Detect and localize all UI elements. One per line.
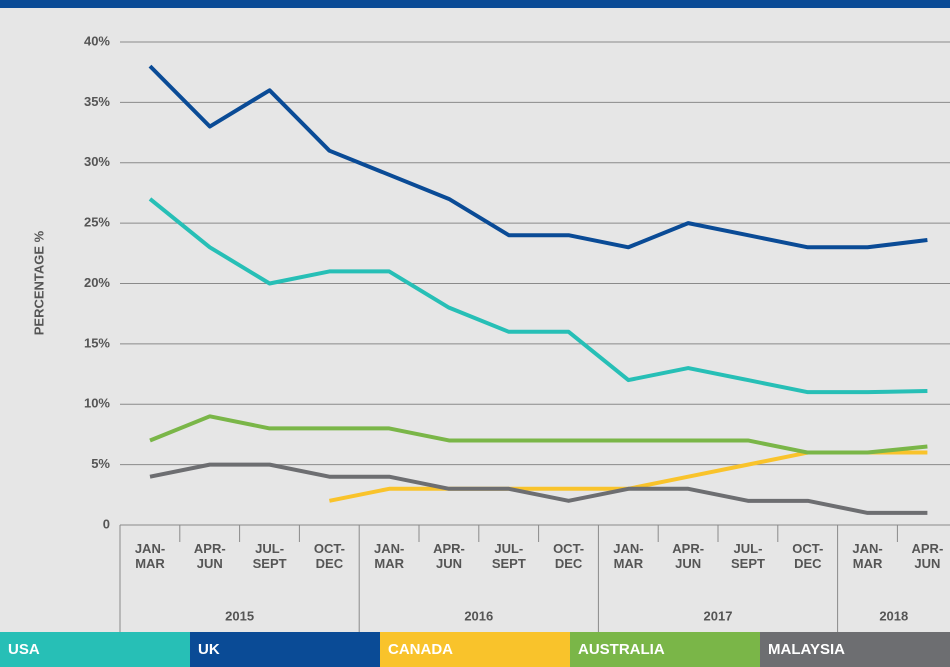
legend-item: MALAYSIA <box>760 632 950 667</box>
year-label: 2016 <box>464 608 493 623</box>
x-tick-label: APR- JUN <box>672 541 705 571</box>
y-tick-label: 40% <box>84 33 110 48</box>
legend-item: USA <box>0 632 190 667</box>
y-axis-label: PERCENTAGE % <box>31 230 46 335</box>
year-label: 2015 <box>225 608 254 623</box>
y-tick-label: 5% <box>91 456 110 471</box>
y-tick-label: 15% <box>84 335 110 350</box>
x-tick-label: JAN- MAR <box>852 541 883 571</box>
series-line <box>149 462 928 515</box>
year-label: 2018 <box>879 608 908 623</box>
x-tick-label: JUL- SEPT <box>491 541 526 571</box>
series-line <box>329 450 928 503</box>
x-tick-label: OCT- DEC <box>313 541 345 571</box>
x-tick-label: APR- JUN <box>433 541 465 571</box>
x-tick-label: JUL- SEPT <box>252 541 287 571</box>
y-tick-label: 0 <box>103 516 110 531</box>
series-line <box>148 197 928 395</box>
legend-item: UK <box>190 632 380 667</box>
legend-item: CANADA <box>380 632 570 667</box>
x-tick-label: OCT- DEC <box>792 541 824 571</box>
series-line <box>149 414 928 455</box>
x-tick-label: APR- JUN <box>911 541 944 571</box>
x-tick-label: JAN- MAR <box>374 541 405 571</box>
x-tick-label: JAN- MAR <box>134 541 166 571</box>
y-tick-label: 35% <box>84 94 110 109</box>
y-tick-label: 30% <box>84 154 110 169</box>
top-bar <box>0 0 950 8</box>
x-tick-label: APR- JUN <box>193 541 226 571</box>
y-tick-label: 10% <box>84 396 110 411</box>
series-line <box>148 64 928 250</box>
x-tick-label: OCT- DEC <box>553 541 585 571</box>
y-tick-label: 25% <box>84 215 110 230</box>
x-tick-label: JAN- MAR <box>613 541 644 571</box>
x-tick-label: JUL- SEPT <box>731 541 765 571</box>
y-tick-label: 20% <box>84 275 110 290</box>
legend-item: AUSTRALIA <box>570 632 760 667</box>
year-label: 2017 <box>704 608 733 623</box>
